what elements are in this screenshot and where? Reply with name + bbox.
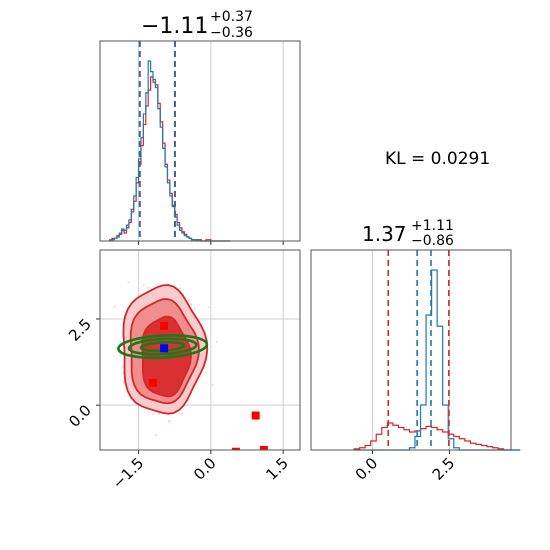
joint-sample-point xyxy=(152,413,155,416)
title-param2: 1.37 +1.11 −0.86 xyxy=(362,218,454,249)
title-param2-sub: −0.86 xyxy=(411,233,454,249)
joint-sample-point xyxy=(168,419,170,422)
joint-sample-point xyxy=(155,434,158,437)
marginal-histogram-param1 xyxy=(99,40,301,245)
x-ticks-param1: −1.5 0.0 1.5 xyxy=(109,454,292,492)
joint-sample-point xyxy=(121,365,124,368)
joint-sample-point xyxy=(158,413,161,415)
joint-contour-panel xyxy=(96,249,301,454)
joint-sample-point xyxy=(215,341,218,343)
x-tick-label-param1-0: −1.5 xyxy=(109,454,147,492)
title-param1-sup: +0.37 xyxy=(210,9,253,25)
quantile-lines-param2 xyxy=(387,250,450,450)
blue-marker xyxy=(160,344,169,353)
frame-joint xyxy=(99,249,301,451)
joint-sample-point xyxy=(211,384,214,386)
joint-sample-point xyxy=(190,303,193,305)
joint-sample-point xyxy=(127,281,130,284)
y-tick-label-param2-1: 2.5 xyxy=(65,315,95,345)
x-tick-label-param2-1: 2.5 xyxy=(429,454,459,484)
joint-sample-point xyxy=(193,307,196,310)
joint-sample-point xyxy=(147,287,150,289)
title-param2-sup: +1.11 xyxy=(411,218,454,234)
green-contour-level-1 xyxy=(127,337,198,356)
histogram-series-param1 xyxy=(109,60,231,242)
histogram-series-param2 xyxy=(353,269,521,451)
joint-sample-point xyxy=(179,287,182,290)
joint-sample-point xyxy=(207,306,210,309)
kl-annotation: KL = 0.0291 xyxy=(385,149,490,169)
frame-param1 xyxy=(99,40,301,242)
y-ticks-param2: 0.0 2.5 xyxy=(65,315,95,431)
red-marker-2 xyxy=(231,447,240,450)
y-tick-label-param2-0: 0.0 xyxy=(65,401,95,431)
p2-hist-series-0 xyxy=(353,422,521,451)
title-param1-main: −1.11 xyxy=(141,14,208,39)
joint-sample-point xyxy=(180,412,183,415)
red-marker-3 xyxy=(251,411,260,420)
joint-sample-point xyxy=(113,305,116,308)
p1-hist-series-1 xyxy=(109,60,231,242)
joint-contours xyxy=(113,281,268,450)
grid-param1 xyxy=(138,41,284,245)
joint-sample-point xyxy=(188,299,191,302)
x-tick-label-param1-2: 1.5 xyxy=(262,454,292,484)
joint-sample-point xyxy=(142,284,145,287)
x-ticks-param2: 0.0 2.5 xyxy=(352,454,459,484)
p2-hist-series-1 xyxy=(354,269,521,451)
p1-hist-series-0 xyxy=(109,76,231,242)
red-marker-0 xyxy=(160,321,169,330)
title-param2-main: 1.37 xyxy=(362,222,407,246)
x-tick-label-param2-0: 0.0 xyxy=(352,454,382,484)
x-tick-label-param1-1: 0.0 xyxy=(190,454,220,484)
title-param1-sub: −0.36 xyxy=(210,25,253,41)
green-contour-level-0 xyxy=(117,333,209,360)
red-marker-1 xyxy=(149,378,158,387)
marginal-histogram-param2 xyxy=(310,249,521,454)
grid-param2 xyxy=(372,250,450,454)
grid-joint xyxy=(96,250,300,454)
frame-param2 xyxy=(310,249,512,451)
quantile-lines-param1 xyxy=(138,41,176,241)
title-param1: −1.11 +0.37 −0.36 xyxy=(141,9,253,41)
red-marker-4 xyxy=(259,446,268,450)
